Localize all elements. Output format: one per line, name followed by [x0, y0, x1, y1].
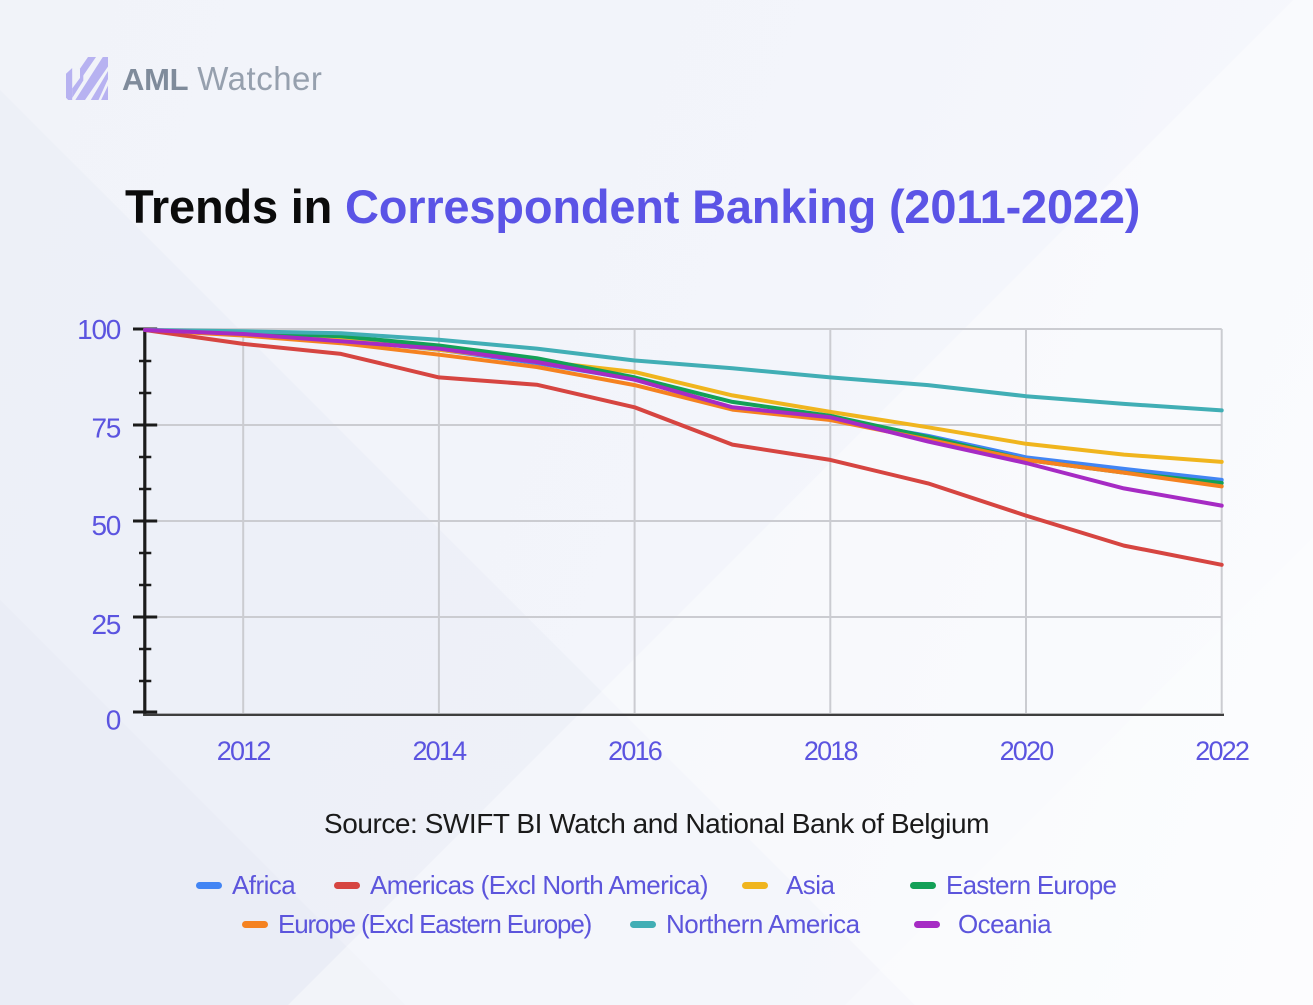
- svg-text:2016: 2016: [608, 736, 662, 766]
- svg-text:75: 75: [91, 413, 120, 444]
- svg-text:2022: 2022: [1195, 736, 1249, 766]
- svg-text:100: 100: [77, 314, 121, 345]
- svg-text:50: 50: [91, 510, 120, 541]
- svg-text:2020: 2020: [1000, 736, 1054, 766]
- svg-text:2014: 2014: [412, 736, 467, 766]
- svg-text:25: 25: [91, 609, 120, 640]
- svg-text:2012: 2012: [217, 736, 271, 766]
- svg-text:0: 0: [106, 705, 121, 736]
- svg-text:2018: 2018: [804, 736, 858, 766]
